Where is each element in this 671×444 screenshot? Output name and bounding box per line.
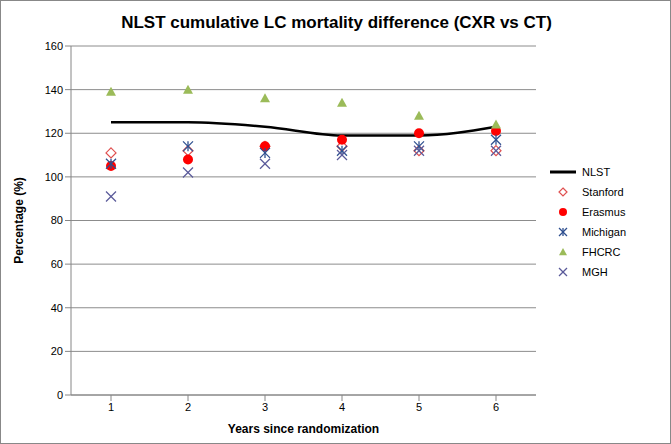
svg-text:1: 1 — [108, 401, 114, 413]
html-text:NLST cumulative LC mortality d: NLST cumulative LC mortality difference … — [121, 13, 552, 32]
svg-text:100: 100 — [45, 171, 63, 183]
svg-text:4: 4 — [339, 401, 345, 413]
svg-text:Percentage (%): Percentage (%) — [12, 177, 26, 264]
svg-text:60: 60 — [51, 258, 63, 270]
html-text:Stanford: Stanford — [582, 186, 624, 198]
html-text:Erasmus: Erasmus — [582, 206, 626, 218]
svg-text:0: 0 — [57, 389, 63, 401]
svg-text:80: 80 — [51, 214, 63, 226]
html-text:FHCRC: FHCRC — [582, 246, 621, 258]
svg-text:2: 2 — [185, 401, 191, 413]
svg-text:5: 5 — [416, 401, 422, 413]
svg-text:40: 40 — [51, 302, 63, 314]
svg-text:160: 160 — [45, 40, 63, 52]
svg-text:6: 6 — [493, 401, 499, 413]
svg-text:Years since randomization: Years since randomization — [228, 422, 379, 436]
html-text:Michigan: Michigan — [582, 226, 626, 238]
svg-text:120: 120 — [45, 127, 63, 139]
svg-text:20: 20 — [51, 345, 63, 357]
svg-text:140: 140 — [45, 84, 63, 96]
html-text:MGH: MGH — [582, 266, 608, 278]
svg-text:3: 3 — [262, 401, 268, 413]
html-text:NLST: NLST — [582, 166, 611, 178]
